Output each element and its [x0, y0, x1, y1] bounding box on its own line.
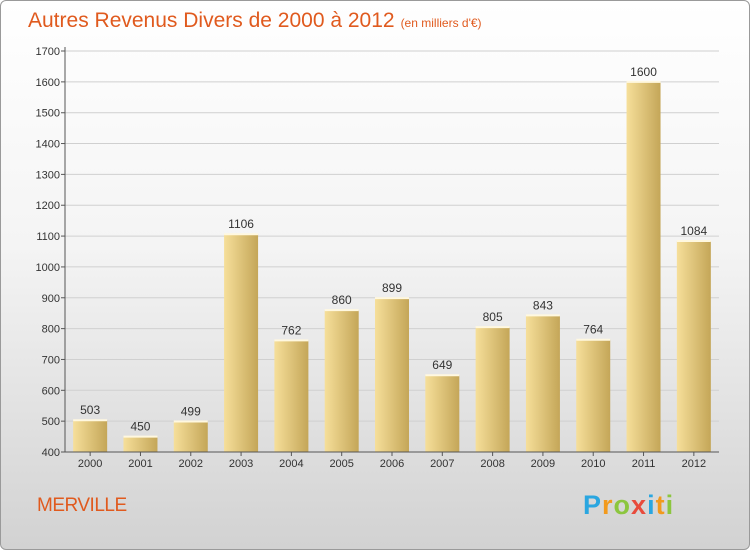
chart-title: Autres Revenus Divers de 2000 à 2012 (en … — [28, 9, 482, 33]
bar — [224, 234, 259, 452]
data-label: 1600 — [630, 65, 657, 79]
logo-letter: P — [583, 490, 603, 520]
y-tick-label: 1500 — [36, 108, 60, 120]
bar — [274, 340, 309, 452]
logo-letter: r — [602, 490, 614, 520]
data-label: 843 — [533, 298, 553, 312]
bar — [626, 81, 661, 452]
x-tick-label: 2008 — [480, 458, 504, 470]
chart-subtitle: (en milliers d'€) — [400, 16, 482, 30]
x-tick-label: 2004 — [279, 458, 303, 470]
x-tick-label: 2000 — [78, 458, 102, 470]
bar — [475, 327, 510, 452]
y-tick-label: 800 — [42, 324, 60, 336]
x-tick-label: 2011 — [632, 458, 656, 470]
logo-letter: i — [665, 490, 675, 520]
proxiti-logo: Proxiti — [583, 490, 674, 521]
bar — [676, 241, 711, 452]
bar — [173, 421, 208, 452]
data-label: 503 — [80, 403, 100, 417]
x-tick-label: 2003 — [229, 458, 253, 470]
y-tick-label: 1700 — [36, 46, 60, 58]
axes: 400 500 600 700 800 900 1000 1100 1200 1300 1400 15… — [36, 46, 719, 470]
data-label: 805 — [483, 310, 503, 324]
y-tick-label: 500 — [42, 416, 60, 428]
x-tick-label: 2002 — [179, 458, 203, 470]
location-label: MERVILLE — [37, 495, 127, 516]
x-tick-label: 2005 — [329, 458, 353, 470]
x-tick-label: 2001 — [128, 458, 152, 470]
bar — [73, 420, 108, 452]
bar — [576, 339, 611, 452]
data-label: 499 — [181, 404, 201, 418]
logo-letter: t — [655, 490, 666, 520]
bars — [73, 80, 711, 452]
y-tick-label: 600 — [42, 385, 60, 397]
bar — [375, 298, 409, 452]
logo-letter: x — [631, 490, 648, 520]
data-label: 762 — [281, 323, 301, 337]
data-label: 649 — [432, 358, 452, 372]
bar — [425, 375, 460, 452]
data-label: 1084 — [680, 224, 707, 238]
y-tick-label: 1300 — [36, 169, 60, 181]
data-label: 1106 — [228, 217, 254, 231]
x-tick-label: 2007 — [430, 458, 454, 470]
y-tick-label: 1100 — [36, 231, 60, 243]
y-tick-label: 1600 — [36, 77, 60, 89]
y-tick-label: 700 — [42, 354, 60, 366]
data-label: 450 — [130, 420, 150, 434]
data-label: 899 — [382, 281, 402, 295]
data-label: 764 — [583, 323, 603, 337]
x-tick-label: 2009 — [531, 458, 555, 470]
y-tick-label: 1000 — [36, 262, 60, 274]
bar — [324, 310, 359, 452]
x-tick-label: 2006 — [380, 458, 404, 470]
x-tick-label: 2012 — [682, 458, 706, 470]
labels: 503 450 499 1106 762 860 899 649 805 843 764 1600 10… — [80, 65, 707, 434]
y-tick-label: 1400 — [36, 139, 60, 151]
logo-letter: i — [647, 490, 656, 520]
y-tick-label: 900 — [42, 293, 60, 305]
y-tick-label: 1200 — [36, 200, 60, 212]
data-label: 860 — [332, 293, 352, 307]
bar — [123, 436, 158, 452]
y-tick-label: 400 — [42, 447, 60, 459]
logo-letter: o — [613, 490, 632, 520]
bar — [525, 315, 560, 452]
x-tick-label: 2010 — [581, 458, 605, 470]
chart-title-text: Autres Revenus Divers de 2000 à 2012 — [28, 9, 395, 32]
